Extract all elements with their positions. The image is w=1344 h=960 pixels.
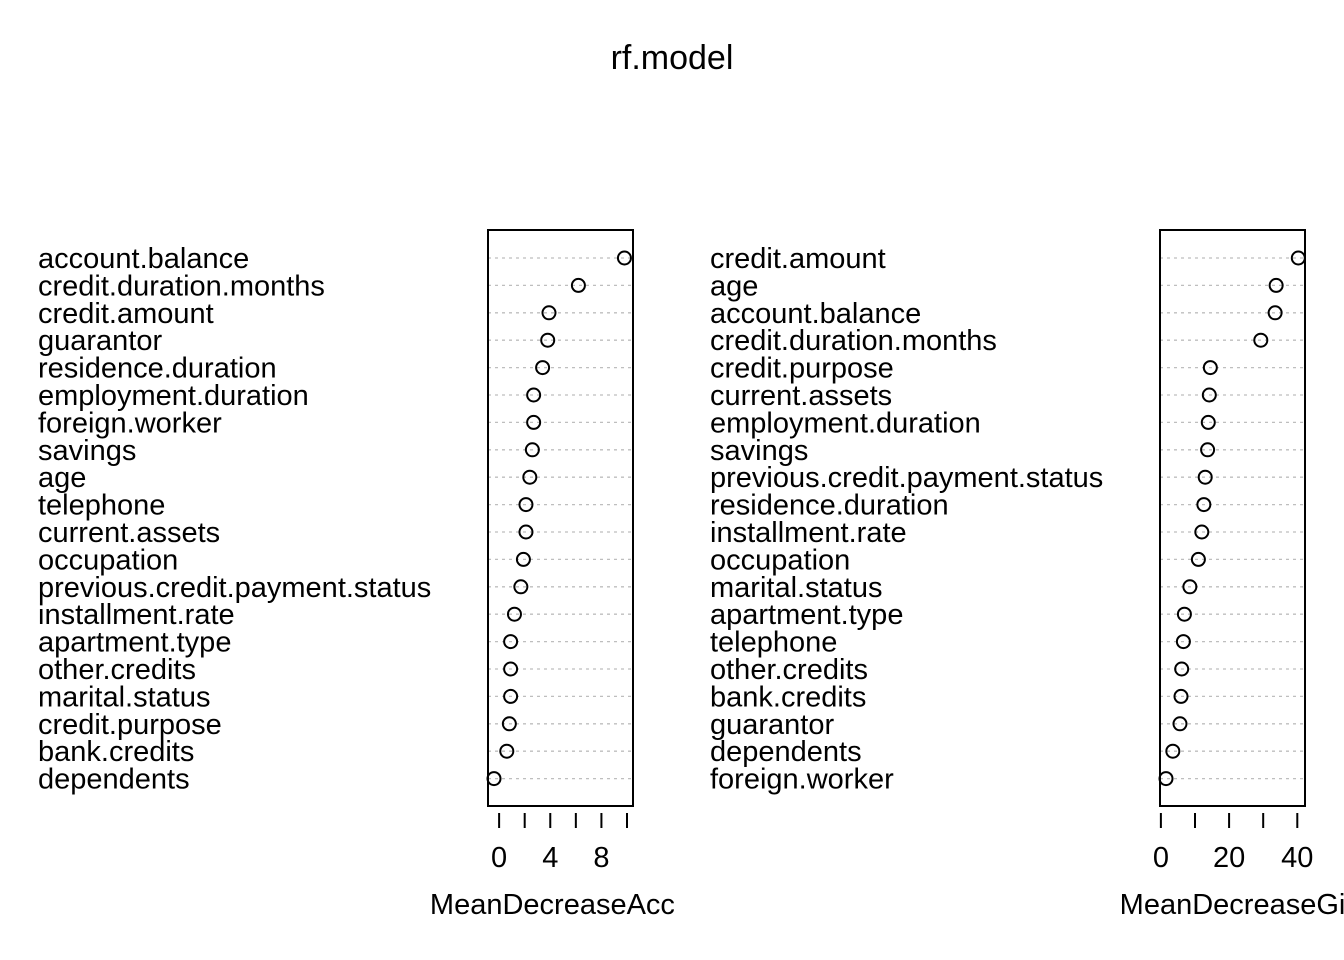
plot-frame [487,229,634,807]
data-point [1267,305,1283,321]
data-point [503,634,519,650]
category-label: age [710,270,758,302]
data-point [513,579,529,595]
x-tick-label: 0 [1153,842,1169,874]
category-label: apartment.type [710,599,903,631]
category-label: apartment.type [38,627,231,659]
data-point [1200,442,1216,458]
data-point [515,551,531,567]
data-point [1165,743,1181,759]
data-point [1202,360,1218,376]
data-point [524,442,540,458]
data-point [1197,469,1213,485]
data-point [1268,277,1284,293]
data-point [570,277,586,293]
category-label: guarantor [38,325,162,357]
x-axis-label: MeanDecreaseAccu [430,889,691,921]
category-label: savings [710,435,808,467]
category-label: foreign.worker [38,407,222,439]
data-point [1253,332,1269,348]
category-label: residence.duration [38,353,277,385]
category-label: other.credits [710,654,868,686]
data-point [1194,524,1210,540]
category-label: account.balance [710,298,921,330]
x-tick-label: 4 [542,842,558,874]
data-point [1201,387,1217,403]
category-label: dependents [710,736,862,768]
data-point [1173,688,1189,704]
category-label: credit.duration.months [38,270,325,302]
category-label: credit.amount [38,298,214,330]
category-label: savings [38,435,136,467]
data-point [518,524,534,540]
x-tick-label: 8 [593,842,609,874]
category-label: credit.purpose [710,353,894,385]
data-point [616,250,632,266]
data-point [535,360,551,376]
category-label: dependents [38,764,190,796]
category-label: bank.credits [710,681,866,713]
panel-mean-decrease-accuracy: account.balancecredit.duration.monthscre… [38,229,691,921]
data-point [541,305,557,321]
category-label: guarantor [710,709,834,741]
category-label: credit.purpose [38,709,222,741]
category-label: current.assets [710,380,892,412]
data-point [506,606,522,622]
data-point [518,497,534,513]
data-point [1175,634,1191,650]
data-point [499,743,515,759]
category-label: occupation [710,544,850,576]
category-label: bank.credits [38,736,194,768]
data-point [526,387,542,403]
data-point [1174,661,1190,677]
category-label: other.credits [38,654,196,686]
data-point [526,414,542,430]
category-label: marital.status [38,681,210,713]
data-point [1200,414,1216,430]
plot-frame [1159,229,1306,807]
data-point [503,661,519,677]
panel-mean-decrease-gini: credit.amountageaccount.balancecredit.du… [710,229,1344,921]
data-point [501,716,517,732]
chart-title: rf.model [611,39,734,77]
category-label: telephone [710,627,837,659]
data-point [1196,497,1212,513]
category-label: previous.credit.payment.status [710,462,1103,494]
category-label: residence.duration [710,490,949,522]
x-axis-label: MeanDecreaseGi [1120,889,1344,921]
category-label: current.assets [38,517,220,549]
category-label: age [38,462,86,494]
category-label: employment.duration [710,407,981,439]
category-label: installment.rate [710,517,907,549]
category-label: foreign.worker [710,764,894,796]
x-tick-label: 0 [491,842,507,874]
category-label: previous.credit.payment.status [38,572,431,604]
data-point [540,332,556,348]
data-point [522,469,538,485]
category-label: account.balance [38,243,249,275]
category-label: employment.duration [38,380,309,412]
category-label: credit.amount [710,243,886,275]
data-point [1172,716,1188,732]
data-point [1190,551,1206,567]
category-label: installment.rate [38,599,235,631]
category-label: marital.status [710,572,882,604]
data-point [1182,579,1198,595]
data-point [503,688,519,704]
x-tick-label: 40 [1281,842,1313,874]
data-point [1176,606,1192,622]
category-label: credit.duration.months [710,325,997,357]
x-tick-label: 20 [1213,842,1245,874]
category-label: occupation [38,544,178,576]
category-label: telephone [38,490,165,522]
